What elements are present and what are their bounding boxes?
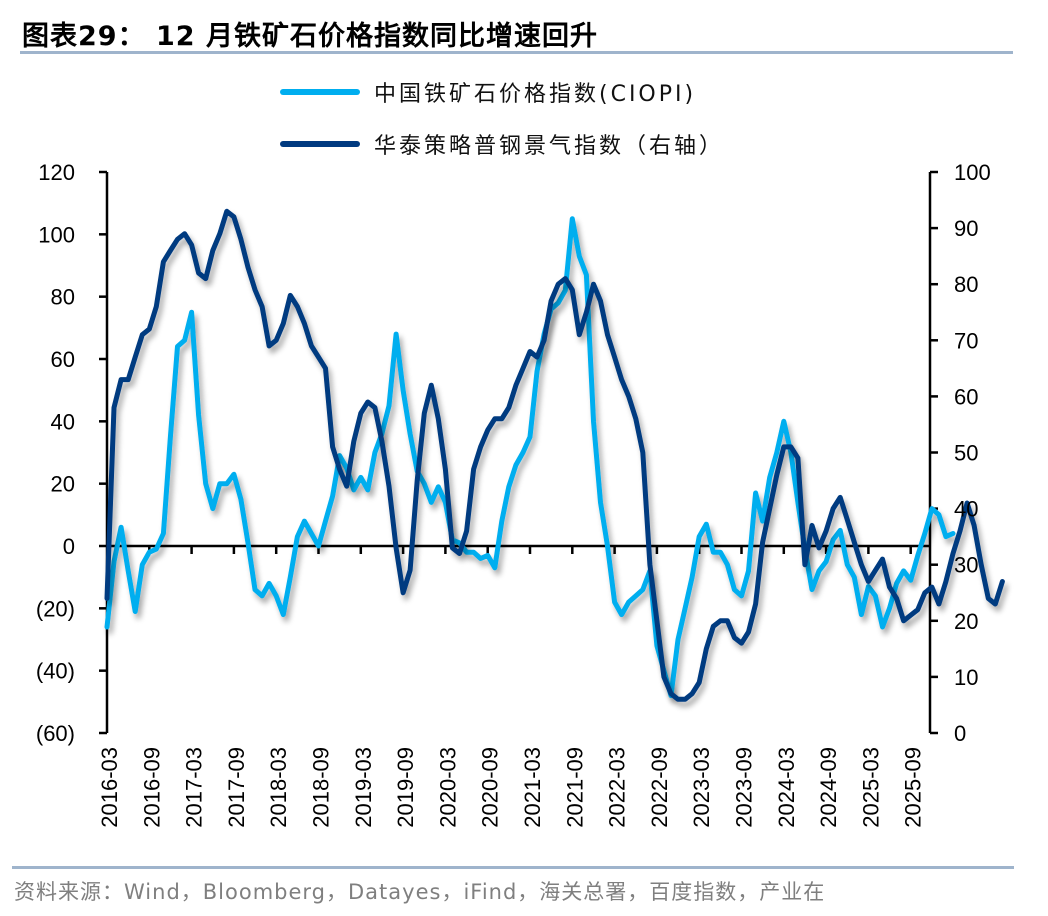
x-axis-tick-label: 2025-09 xyxy=(901,747,926,828)
x-axis-tick-label: 2022-03 xyxy=(605,747,630,828)
right-axis-tick-label: 70 xyxy=(954,328,978,353)
x-axis-tick-label: 2020-09 xyxy=(478,747,503,828)
x-axis-tick-label: 2025-03 xyxy=(858,747,883,828)
chart-legend: 中国铁矿石价格指数(CIOPI) 华泰策略普钢景气指数（右轴） xyxy=(280,66,724,170)
right-axis-tick-label: 10 xyxy=(954,665,978,690)
left-axis-tick-label: (20) xyxy=(36,596,75,621)
left-axis-tick-label: 100 xyxy=(38,222,75,247)
x-axis-tick-label: 2023-03 xyxy=(689,747,714,828)
x-axis-tick-label: 2017-03 xyxy=(182,747,207,828)
left-axis-tick-label: (40) xyxy=(36,659,75,684)
x-axis-tick-label: 2017-09 xyxy=(224,747,249,828)
x-axis-tick-label: 2021-03 xyxy=(520,747,545,828)
left-axis-tick-label: 40 xyxy=(51,409,75,434)
left-axis-tick-label: 0 xyxy=(63,534,75,559)
right-axis-tick-label: 20 xyxy=(954,609,978,634)
x-axis-tick-label: 2021-09 xyxy=(562,747,587,828)
right-axis-tick-label: 50 xyxy=(954,441,978,466)
legend-label-steel: 华泰策略普钢景气指数（右轴） xyxy=(374,134,725,159)
series-line-steel xyxy=(104,208,1005,702)
x-axis-tick-label: 2018-09 xyxy=(309,747,334,828)
x-axis-tick-label: 2016-03 xyxy=(97,747,122,828)
x-axis-tick-label: 2024-09 xyxy=(816,747,841,828)
legend-swatch-ciopi xyxy=(280,89,360,95)
x-axis-tick-label: 2019-09 xyxy=(393,747,418,828)
labels-group: 120100806040200(20)(40)(60)1009080706050… xyxy=(36,160,991,828)
x-axis-tick-label: 2016-09 xyxy=(139,747,164,828)
left-axis-tick-label: 120 xyxy=(38,160,75,185)
right-axis-tick-label: 30 xyxy=(954,553,978,578)
series-line-ciopi xyxy=(104,216,956,699)
right-axis-tick-label: 90 xyxy=(954,216,978,241)
legend-swatch-steel xyxy=(280,141,360,147)
title-divider xyxy=(20,51,1013,54)
legend-label-ciopi: 中国铁矿石价格指数(CIOPI) xyxy=(374,82,697,107)
x-axis-tick-label: 2022-09 xyxy=(647,747,672,828)
x-axis-tick-label: 2023-09 xyxy=(732,747,757,828)
legend-item-steel: 华泰策略普钢景气指数（右轴） xyxy=(280,118,724,170)
left-axis-tick-label: 60 xyxy=(51,347,75,372)
right-axis-tick-label: 60 xyxy=(954,384,978,409)
x-axis-tick-label: 2018-03 xyxy=(266,747,291,828)
left-axis-tick-label: 80 xyxy=(51,285,75,310)
right-axis-tick-label: 100 xyxy=(954,160,991,185)
right-axis-tick-label: 80 xyxy=(954,272,978,297)
axes-group xyxy=(99,170,938,735)
right-axis-tick-label: 40 xyxy=(954,497,978,522)
legend-item-ciopi: 中国铁矿石价格指数(CIOPI) xyxy=(280,66,724,118)
left-axis-tick-label: (60) xyxy=(36,721,75,746)
left-axis-tick-label: 20 xyxy=(51,472,75,497)
x-axis-tick-label: 2020-03 xyxy=(435,747,460,828)
right-axis-tick-label: 0 xyxy=(954,721,966,746)
chart-title: 图表29： 12 月铁矿石价格指数同比增速回升 xyxy=(22,21,598,52)
x-axis-tick-label: 2024-03 xyxy=(774,747,799,828)
x-axis-tick-label: 2019-03 xyxy=(351,747,376,828)
series-group xyxy=(104,208,1005,702)
footer-divider xyxy=(12,866,1014,869)
source-note: 资料来源：Wind，Bloomberg，Datayes，iFind，海关总署，百… xyxy=(14,880,826,904)
